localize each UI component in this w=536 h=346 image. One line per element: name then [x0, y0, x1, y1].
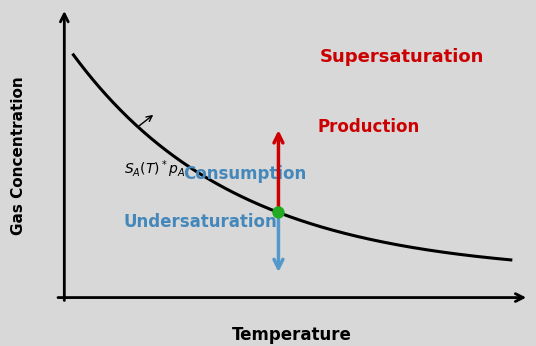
Text: Production: Production: [317, 118, 420, 136]
Text: $S_A(T)^*p_A$: $S_A(T)^*p_A$: [123, 158, 185, 180]
Text: Undersaturation: Undersaturation: [123, 213, 277, 231]
Text: Consumption: Consumption: [183, 165, 306, 183]
Text: Gas Concentration: Gas Concentration: [11, 76, 26, 235]
Text: Supersaturation: Supersaturation: [319, 48, 484, 66]
Point: [274, 210, 283, 215]
Text: Temperature: Temperature: [232, 326, 352, 344]
